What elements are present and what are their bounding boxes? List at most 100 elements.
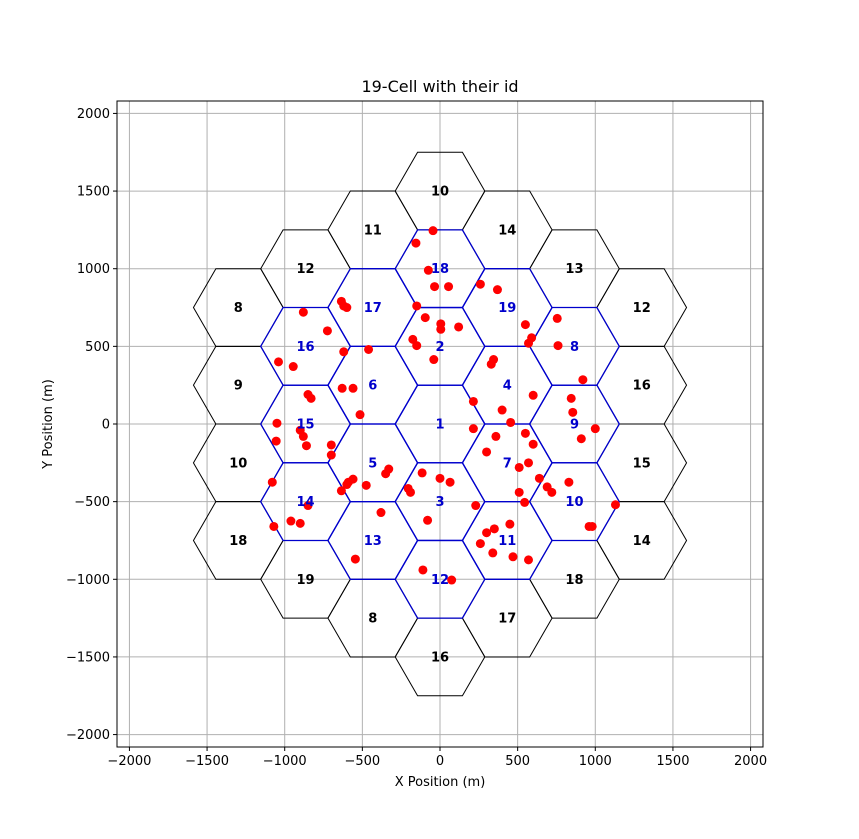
data-point	[337, 383, 347, 393]
data-point	[528, 439, 538, 449]
data-point	[534, 473, 544, 483]
data-point	[514, 487, 524, 497]
data-point	[269, 521, 279, 531]
wrap-cell-id-label: 14	[633, 534, 651, 549]
data-point	[524, 338, 534, 348]
y-tick-label: −500	[74, 495, 110, 510]
data-point	[447, 575, 457, 585]
chart-title: 19-Cell with their id	[361, 77, 518, 96]
center-cell-id-label: 19	[498, 301, 516, 316]
center-cell-id-label: 11	[498, 534, 516, 549]
y-tick-label: 0	[102, 418, 110, 433]
data-point	[355, 410, 365, 420]
data-point	[436, 324, 446, 334]
data-point	[524, 458, 534, 468]
data-point	[508, 552, 518, 562]
data-point	[482, 528, 492, 538]
data-point	[482, 447, 492, 457]
center-cell-id-label: 5	[368, 456, 377, 471]
y-tick-label: 2000	[77, 107, 110, 122]
data-point	[406, 487, 415, 497]
wrap-cell-id-label: 18	[565, 573, 583, 588]
x-tick-label: 500	[505, 754, 530, 769]
center-cell-id-label: 17	[364, 301, 382, 316]
data-point	[412, 341, 422, 351]
data-point	[342, 303, 352, 313]
data-point	[322, 326, 332, 336]
x-tick-label: 0	[436, 754, 444, 769]
x-axis: −2000 −1500 −1000 −500 0 500 1000 1500 2000	[107, 747, 767, 769]
center-cell-id-label: 16	[296, 340, 314, 355]
data-point	[520, 320, 530, 330]
data-point	[423, 515, 433, 525]
wrap-cell-id-label: 16	[431, 650, 449, 665]
x-tick-label: −1500	[185, 754, 229, 769]
data-point	[505, 519, 515, 529]
data-point	[475, 539, 485, 549]
data-point	[547, 487, 557, 497]
wrap-cell-id-label: 8	[234, 301, 243, 316]
data-point	[411, 238, 421, 248]
data-point	[578, 375, 588, 385]
wrap-cell-id-label: 12	[296, 262, 314, 277]
data-point	[590, 424, 600, 434]
x-tick-label: −1000	[263, 754, 307, 769]
wrap-cell-id-label: 9	[234, 379, 243, 394]
data-point	[376, 508, 386, 518]
data-point	[301, 441, 311, 451]
data-point	[417, 468, 427, 478]
x-axis-label: X Position (m)	[395, 775, 486, 790]
data-point	[454, 322, 464, 332]
center-cell-id-label: 12	[431, 573, 449, 588]
data-point	[435, 473, 445, 483]
data-point	[412, 301, 422, 311]
data-point	[342, 480, 352, 490]
data-point	[489, 524, 499, 534]
center-cell-id-label: 6	[368, 379, 377, 394]
center-cell-id-label: 14	[296, 495, 314, 510]
data-point	[350, 554, 360, 564]
wrap-cell-id-label: 15	[633, 456, 651, 471]
data-point	[576, 434, 586, 444]
wrap-cell-id-label: 12	[633, 301, 651, 316]
data-point	[430, 282, 440, 292]
data-point	[486, 359, 496, 369]
center-cell-id-label: 7	[503, 456, 512, 471]
x-tick-label: 2000	[734, 754, 767, 769]
data-point	[468, 424, 478, 434]
center-cell-id-label: 8	[570, 340, 579, 355]
data-point	[610, 500, 620, 510]
data-point	[306, 393, 316, 403]
data-point	[445, 477, 455, 487]
data-point	[295, 518, 305, 528]
data-point	[298, 307, 308, 317]
center-cell-id-label: 4	[503, 379, 512, 394]
wrap-cell-id-label: 16	[633, 379, 651, 394]
center-cell-id-label: 9	[570, 418, 579, 433]
wrap-cell-id-label: 10	[229, 456, 247, 471]
data-point	[568, 407, 578, 417]
data-point	[514, 462, 524, 472]
data-point	[488, 548, 498, 558]
data-point	[303, 501, 313, 511]
center-cell-id-label: 18	[431, 262, 449, 277]
data-point	[274, 357, 283, 367]
y-tick-label: 1500	[77, 185, 110, 200]
wrap-cell-id-label: 19	[296, 573, 314, 588]
x-tick-label: −2000	[107, 754, 151, 769]
data-point	[475, 279, 485, 289]
data-point	[429, 355, 439, 365]
data-point	[566, 393, 576, 403]
data-point	[497, 405, 507, 415]
data-point	[348, 474, 358, 484]
data-point	[336, 486, 346, 496]
center-cells	[259, 229, 621, 619]
data-point	[520, 497, 530, 507]
center-cell-id-label: 10	[565, 495, 583, 510]
data-point	[491, 431, 501, 441]
wrap-cell-id-label: 14	[498, 223, 516, 238]
center-cell-id-label: 13	[364, 534, 382, 549]
data-point	[339, 347, 349, 357]
